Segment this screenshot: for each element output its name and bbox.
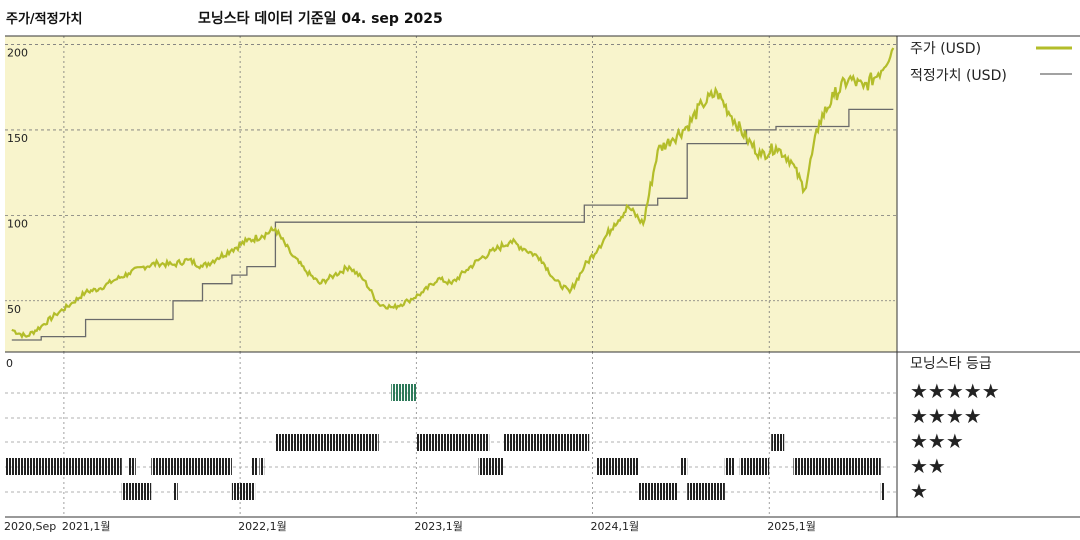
rating-bar-3-star (478, 458, 504, 475)
y-tick-label: 200 (7, 47, 28, 60)
rating-bar-2-star (173, 483, 178, 500)
rating-bar-3-star (251, 458, 257, 475)
rating-1-star: ★ (910, 479, 928, 503)
y-tick-label: 50 (7, 303, 21, 316)
y-tick-label: 150 (7, 132, 28, 145)
rating-bar-3-star (793, 458, 881, 475)
rating-bar-3-star (259, 458, 265, 475)
chart-title: 주가/적정가치 (6, 12, 83, 27)
rating-bar-3-star (724, 458, 734, 475)
rating-4-stars: ★★★★ (910, 404, 982, 428)
rating-bar-2-star (231, 483, 256, 500)
y-axis-ticks: 200 150 100 50 (7, 47, 28, 316)
fair-value-line (11, 108, 894, 341)
price-gridlines (5, 36, 897, 352)
rating-bar-4-star (416, 434, 490, 451)
rating-bar-4-star (503, 434, 590, 451)
rating-bar-4-star (275, 434, 379, 451)
rating-bar-3-star (5, 458, 122, 475)
x-tick-label: 2025,1월 (767, 520, 816, 533)
rating-bar-2-star (880, 483, 885, 500)
x-tick-label: 2024,1월 (591, 520, 640, 533)
price-line (11, 47, 895, 340)
rating-3-stars: ★★★ (910, 429, 964, 453)
rating-bar-4-star (771, 434, 785, 451)
rating-bar-3-star (739, 458, 770, 475)
rating-bar-3-star (680, 458, 688, 475)
rating-5-stars: ★★★★★ (910, 379, 1000, 403)
rating-bar-2-star (121, 483, 152, 500)
rating-bar-2-star (638, 483, 678, 500)
rating-panel-title: 모닝스타 등급 (910, 356, 992, 372)
x-tick-label: 2021,1월 (62, 520, 111, 533)
chart-subtitle: 모닝스타 데이터 기준일 04. sep 2025 (198, 11, 443, 27)
rating-bar-3-star (596, 458, 639, 475)
rating-2-stars: ★★ (910, 454, 946, 478)
rating-zero-label: 0 (6, 357, 13, 370)
legend-fair-value-label: 적정가치 (USD) (910, 68, 1007, 84)
x-tick-label: 2020,Sep (4, 520, 56, 533)
rating-bar-2-star (687, 483, 725, 500)
price-plot-area (5, 36, 897, 352)
rating-bar-3-star (151, 458, 232, 475)
rating-bar-3-star (128, 458, 136, 475)
y-tick-label: 100 (7, 217, 28, 230)
legend-price-label: 주가 (USD) (910, 41, 981, 57)
rating-legend: 모닝스타 등급 ★★★★★ ★★★★ ★★★ ★★ ★ (910, 356, 1000, 503)
rating-bars (5, 384, 885, 500)
rating-bar-5-star (391, 384, 417, 401)
x-axis-labels: 2020,Sep 2021,1월 2022,1월 2023,1월 2024,1월 2025… (4, 520, 816, 533)
legend: 주가 (USD) 적정가치 (USD) (910, 41, 1072, 84)
x-tick-label: 2022,1월 (238, 520, 287, 533)
x-tick-label: 2023,1월 (414, 520, 463, 533)
